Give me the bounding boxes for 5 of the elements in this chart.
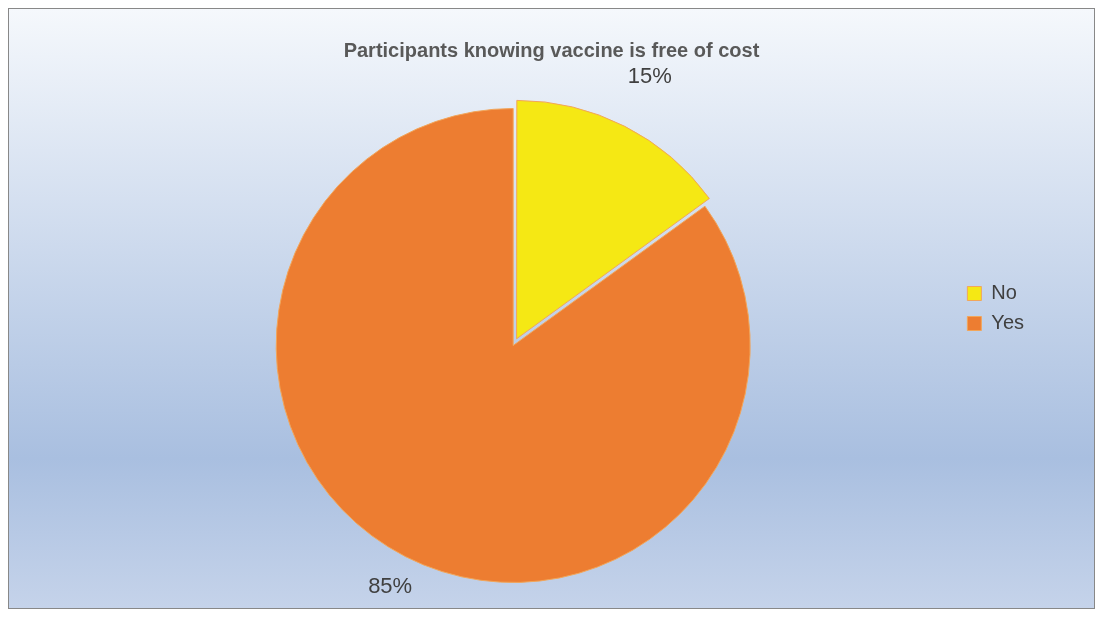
data-label: 85%: [368, 573, 413, 599]
legend-label: Yes: [991, 311, 1025, 334]
legend-label: No: [991, 281, 1017, 304]
chart-title: Participants knowing vaccine is free of cost: [343, 38, 760, 61]
data-label: 15%: [627, 63, 672, 89]
